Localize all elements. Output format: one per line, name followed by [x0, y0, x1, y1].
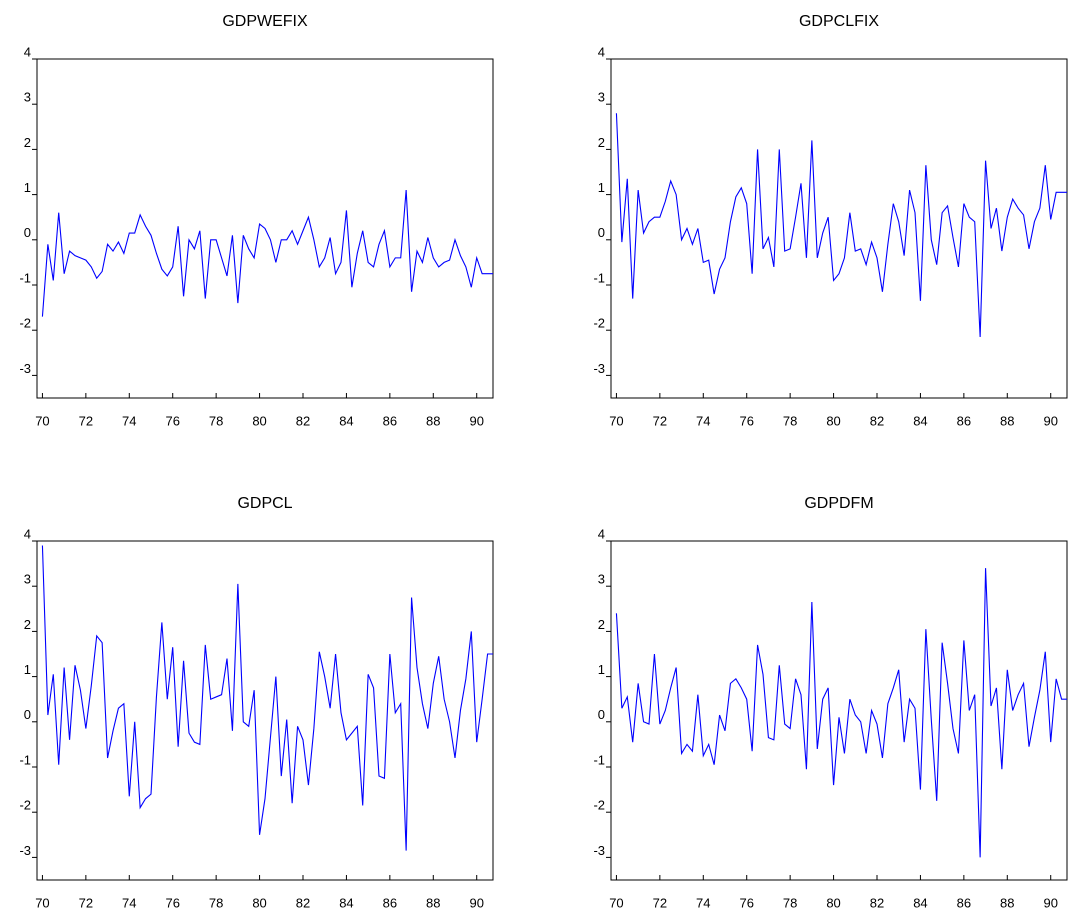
x-tick-label: 70 [609, 413, 623, 428]
y-tick-label: 0 [598, 225, 605, 240]
y-tick-label: -2 [19, 798, 31, 813]
y-tick-label: -3 [593, 843, 605, 858]
y-tick-label: -1 [19, 752, 31, 767]
x-tick-label: 82 [296, 413, 310, 428]
x-tick-label: 90 [1043, 895, 1057, 910]
y-tick-label: 4 [598, 44, 605, 59]
x-tick-label: 74 [122, 413, 136, 428]
x-tick-label: 76 [165, 895, 179, 910]
y-tick-label: 1 [598, 180, 605, 195]
x-tick-label: 72 [653, 413, 667, 428]
y-tick-label: 0 [24, 225, 31, 240]
x-tick-label: 70 [609, 895, 623, 910]
plot-frame [36, 58, 494, 399]
y-tick-label: 0 [598, 707, 605, 722]
y-tick-label: -1 [593, 752, 605, 767]
x-tick-label: 88 [1000, 413, 1014, 428]
x-tick-label: 74 [696, 413, 710, 428]
series-line [615, 568, 1067, 858]
x-tick-label: 76 [165, 413, 179, 428]
x-tick-label: 72 [79, 895, 93, 910]
y-tick-label: -1 [593, 270, 605, 285]
x-tick-label: 84 [339, 895, 353, 910]
x-tick-label: 82 [870, 895, 884, 910]
y-tick-label: 4 [24, 44, 31, 59]
plot-frame [36, 540, 494, 881]
y-tick-label: 1 [24, 662, 31, 677]
y-tick-label: 2 [24, 135, 31, 150]
x-tick-label: 84 [339, 413, 353, 428]
y-tick-label: 2 [598, 135, 605, 150]
y-tick-label: 4 [24, 526, 31, 541]
y-tick-label: 3 [598, 90, 605, 105]
x-tick-label: 84 [913, 895, 927, 910]
x-tick-label: 88 [426, 895, 440, 910]
x-tick-label: 72 [653, 895, 667, 910]
x-tick-label: 74 [122, 895, 136, 910]
y-tick-label: 1 [24, 180, 31, 195]
chart-title: GDPCLFIX [799, 13, 879, 30]
y-tick-label: -2 [593, 798, 605, 813]
x-tick-label: 70 [35, 895, 49, 910]
y-tick-label: -3 [19, 361, 31, 376]
x-tick-label: 90 [1043, 413, 1057, 428]
y-tick-label: 1 [598, 662, 605, 677]
x-tick-label: 86 [957, 413, 971, 428]
x-tick-label: 74 [696, 895, 710, 910]
x-tick-label: 82 [870, 413, 884, 428]
y-tick-label: -2 [19, 316, 31, 331]
y-tick-label: -1 [19, 270, 31, 285]
x-tick-label: 70 [35, 413, 49, 428]
x-tick-label: 88 [1000, 895, 1014, 910]
chart-title: GDPWEFIX [222, 13, 308, 30]
series-line [41, 545, 493, 851]
series-line [615, 113, 1067, 338]
plot-frame [610, 58, 1068, 399]
y-tick-label: 2 [598, 617, 605, 632]
y-tick-label: 4 [598, 526, 605, 541]
x-tick-label: 80 [826, 413, 840, 428]
y-tick-label: 3 [598, 572, 605, 587]
y-tick-label: 3 [24, 572, 31, 587]
series-line [41, 190, 493, 317]
x-tick-label: 88 [426, 413, 440, 428]
x-tick-label: 78 [209, 413, 223, 428]
y-tick-label: -3 [593, 361, 605, 376]
x-tick-label: 82 [296, 895, 310, 910]
y-tick-label: 2 [24, 617, 31, 632]
chart-title: GDPDFM [804, 495, 873, 512]
y-tick-label: -2 [593, 316, 605, 331]
x-tick-label: 86 [383, 413, 397, 428]
x-tick-label: 80 [826, 895, 840, 910]
x-tick-label: 72 [79, 413, 93, 428]
x-tick-label: 78 [783, 413, 797, 428]
x-tick-label: 80 [252, 413, 266, 428]
x-tick-label: 78 [209, 895, 223, 910]
x-tick-label: 86 [383, 895, 397, 910]
x-tick-label: 84 [913, 413, 927, 428]
x-tick-label: 80 [252, 895, 266, 910]
x-tick-label: 78 [783, 895, 797, 910]
y-tick-label: 3 [24, 90, 31, 105]
x-tick-label: 86 [957, 895, 971, 910]
x-tick-label: 76 [739, 413, 753, 428]
x-tick-label: 90 [469, 895, 483, 910]
chart-title: GDPCL [237, 495, 292, 512]
y-tick-label: 0 [24, 707, 31, 722]
x-tick-label: 90 [469, 413, 483, 428]
plot-frame [610, 540, 1068, 881]
x-tick-label: 76 [739, 895, 753, 910]
y-tick-label: -3 [19, 843, 31, 858]
